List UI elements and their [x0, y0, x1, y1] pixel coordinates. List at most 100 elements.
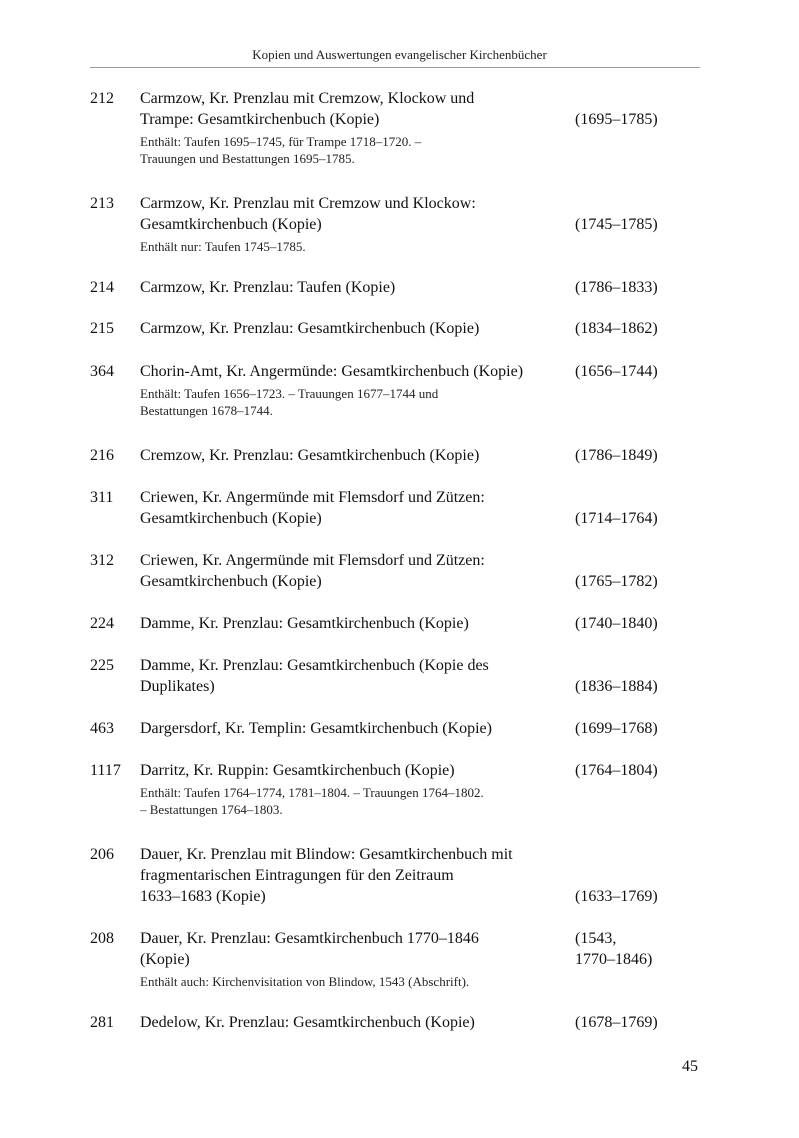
- title-line: Damme, Kr. Prenzlau: Gesamtkirchenbuch (…: [140, 657, 489, 674]
- note-line: Enthält: Taufen 1695–1745, für Trampe 17…: [140, 134, 422, 149]
- title-line: Gesamtkirchenbuch (Kopie): [140, 216, 322, 233]
- entry-note: Enthält auch: Kirchenvisitation von Blin…: [140, 973, 690, 990]
- entry-number: 216: [90, 447, 114, 464]
- entry-title: Darritz, Kr. Ruppin: Gesamtkirchenbuch (…: [140, 760, 575, 781]
- entry-title: Dauer, Kr. Prenzlau mit Blindow: Gesamtk…: [140, 844, 575, 907]
- entry-number: 213: [90, 195, 114, 212]
- entry-title: Dauer, Kr. Prenzlau: Gesamtkirchenbuch 1…: [140, 928, 575, 970]
- title-line: Carmzow, Kr. Prenzlau mit Cremzow, Klock…: [140, 90, 475, 107]
- list-entry: 463 Dargersdorf, Kr. Templin: Gesamtkirch…: [90, 718, 690, 739]
- title-line: Criewen, Kr. Angermünde mit Flemsdorf un…: [140, 489, 485, 506]
- title-line: Criewen, Kr. Angermünde mit Flemsdorf un…: [140, 552, 485, 569]
- date-line: (1695–1785): [575, 111, 658, 128]
- entry-date-range: (1786–1833): [575, 277, 658, 298]
- entry-date-range: (1656–1744): [575, 361, 658, 382]
- date-line: (1834–1862): [575, 320, 658, 337]
- entry-date-range: (1714–1764): [575, 508, 658, 529]
- date-line: (1699–1768): [575, 720, 658, 737]
- title-line: Chorin-Amt, Kr. Angermünde: Gesamtkirche…: [140, 363, 524, 380]
- entry-number: 364: [90, 363, 114, 380]
- note-line: Enthält: Taufen 1656–1723. – Trauungen 1…: [140, 386, 439, 401]
- title-line: Trampe: Gesamtkirchenbuch (Kopie): [140, 111, 380, 128]
- date-line: (1745–1785): [575, 216, 658, 233]
- title-line: Dargersdorf, Kr. Templin: Gesamtkirchenb…: [140, 720, 492, 737]
- entry-title: Damme, Kr. Prenzlau: Gesamtkirchenbuch (…: [140, 655, 575, 697]
- title-line: Dedelow, Kr. Prenzlau: Gesamtkirchenbuch…: [140, 1014, 475, 1031]
- date-line: (1836–1884): [575, 678, 658, 695]
- entry-number: 311: [90, 489, 114, 506]
- title-line: 1633–1683 (Kopie): [140, 888, 266, 905]
- date-line: (1765–1782): [575, 573, 658, 590]
- entry-title: Criewen, Kr. Angermünde mit Flemsdorf un…: [140, 550, 575, 592]
- list-entry: 312 Criewen, Kr. Angermünde mit Flemsdorf…: [90, 550, 690, 592]
- header-rule: [90, 67, 700, 68]
- title-line: fragmentarischen Eintragungen für den Ze…: [140, 867, 454, 884]
- title-line: Cremzow, Kr. Prenzlau: Gesamtkirchenbuch…: [140, 447, 480, 464]
- entry-title: Carmzow, Kr. Prenzlau mit Cremzow, Klock…: [140, 88, 575, 130]
- entry-date-range: (1834–1862): [575, 318, 658, 339]
- list-entry: 1117 Darritz, Kr. Ruppin: Gesamtkirchenbu…: [90, 760, 690, 818]
- entry-title: Dargersdorf, Kr. Templin: Gesamtkirchenb…: [140, 718, 575, 739]
- entry-date-range: (1633–1769): [575, 886, 658, 907]
- title-line: Dauer, Kr. Prenzlau mit Blindow: Gesamtk…: [140, 846, 513, 863]
- entry-date-range: (1745–1785): [575, 214, 658, 235]
- note-line: Enthält: Taufen 1764–1774, 1781–1804. – …: [140, 785, 484, 800]
- entry-note: Enthält: Taufen 1695–1745, für Trampe 17…: [140, 133, 690, 167]
- entry-number: 214: [90, 279, 114, 296]
- entry-title: Carmzow, Kr. Prenzlau mit Cremzow und Kl…: [140, 193, 575, 235]
- entry-number: 312: [90, 552, 114, 569]
- date-line: (1740–1840): [575, 615, 658, 632]
- entry-title: Criewen, Kr. Angermünde mit Flemsdorf un…: [140, 487, 575, 529]
- note-line: Enthält nur: Taufen 1745–1785.: [140, 239, 306, 254]
- entry-title: Carmzow, Kr. Prenzlau: Gesamtkirchenbuch…: [140, 318, 575, 339]
- date-line: (1764–1804): [575, 762, 658, 779]
- entry-note: Enthält: Taufen 1656–1723. – Trauungen 1…: [140, 385, 690, 419]
- date-line: (1786–1833): [575, 279, 658, 296]
- date-line: (1786–1849): [575, 447, 658, 464]
- title-line: Dauer, Kr. Prenzlau: Gesamtkirchenbuch 1…: [140, 930, 479, 947]
- date-line: (1543,: [575, 930, 617, 947]
- entry-date-range: (1765–1782): [575, 571, 658, 592]
- entry-date-range: (1786–1849): [575, 445, 658, 466]
- title-line: Carmzow, Kr. Prenzlau mit Cremzow und Kl…: [140, 195, 476, 212]
- entry-date-range: (1678–1769): [575, 1012, 658, 1033]
- list-entry: 364 Chorin-Amt, Kr. Angermünde: Gesamtkir…: [90, 361, 690, 419]
- entry-date-range: (1836–1884): [575, 676, 658, 697]
- entry-date-range: (1695–1785): [575, 109, 658, 130]
- title-line: (Kopie): [140, 951, 190, 968]
- entry-number: 225: [90, 657, 114, 674]
- entry-date-range: (1740–1840): [575, 613, 658, 634]
- title-line: Carmzow, Kr. Prenzlau: Gesamtkirchenbuch…: [140, 320, 480, 337]
- running-header: Kopien und Auswertungen evangelischer Ki…: [252, 47, 547, 62]
- note-line: Enthält auch: Kirchenvisitation von Blin…: [140, 974, 470, 989]
- entry-note: Enthält nur: Taufen 1745–1785.: [140, 238, 690, 255]
- entry-number: 281: [90, 1014, 114, 1031]
- title-line: Darritz, Kr. Ruppin: Gesamtkirchenbuch (…: [140, 762, 455, 779]
- note-line: – Bestattungen 1764–1803.: [140, 802, 283, 817]
- list-entry: 224 Damme, Kr. Prenzlau: Gesamtkirchenbuc…: [90, 613, 690, 634]
- title-line: Gesamtkirchenbuch (Kopie): [140, 573, 322, 590]
- title-line: Gesamtkirchenbuch (Kopie): [140, 510, 322, 527]
- entry-number: 463: [90, 720, 114, 737]
- title-line: Duplikates): [140, 678, 215, 695]
- date-line: (1678–1769): [575, 1014, 658, 1031]
- note-line: Bestattungen 1678–1744.: [140, 403, 273, 418]
- page-number: 45: [682, 1058, 698, 1075]
- note-line: Trauungen und Bestattungen 1695–1785.: [140, 151, 355, 166]
- title-line: Damme, Kr. Prenzlau: Gesamtkirchenbuch (…: [140, 615, 469, 632]
- entry-title: Dedelow, Kr. Prenzlau: Gesamtkirchenbuch…: [140, 1012, 575, 1033]
- list-entry: 216 Cremzow, Kr. Prenzlau: Gesamtkirchenb…: [90, 445, 690, 466]
- entry-title: Damme, Kr. Prenzlau: Gesamtkirchenbuch (…: [140, 613, 575, 634]
- entry-number: 212: [90, 90, 114, 107]
- list-entry: 215 Carmzow, Kr. Prenzlau: Gesamtkirchenb…: [90, 318, 690, 339]
- list-entry: 281 Dedelow, Kr. Prenzlau: Gesamtkirchenb…: [90, 1012, 690, 1033]
- entry-number: 208: [90, 930, 114, 947]
- date-line: (1633–1769): [575, 888, 658, 905]
- list-entry: 206 Dauer, Kr. Prenzlau mit Blindow: Gesa…: [90, 844, 690, 907]
- date-line: 1770–1846): [575, 951, 653, 968]
- date-line: (1714–1764): [575, 510, 658, 527]
- list-entry: 225 Damme, Kr. Prenzlau: Gesamtkirchenbuc…: [90, 655, 690, 697]
- entry-number: 206: [90, 846, 114, 863]
- list-entry: 311 Criewen, Kr. Angermünde mit Flemsdorf…: [90, 487, 690, 529]
